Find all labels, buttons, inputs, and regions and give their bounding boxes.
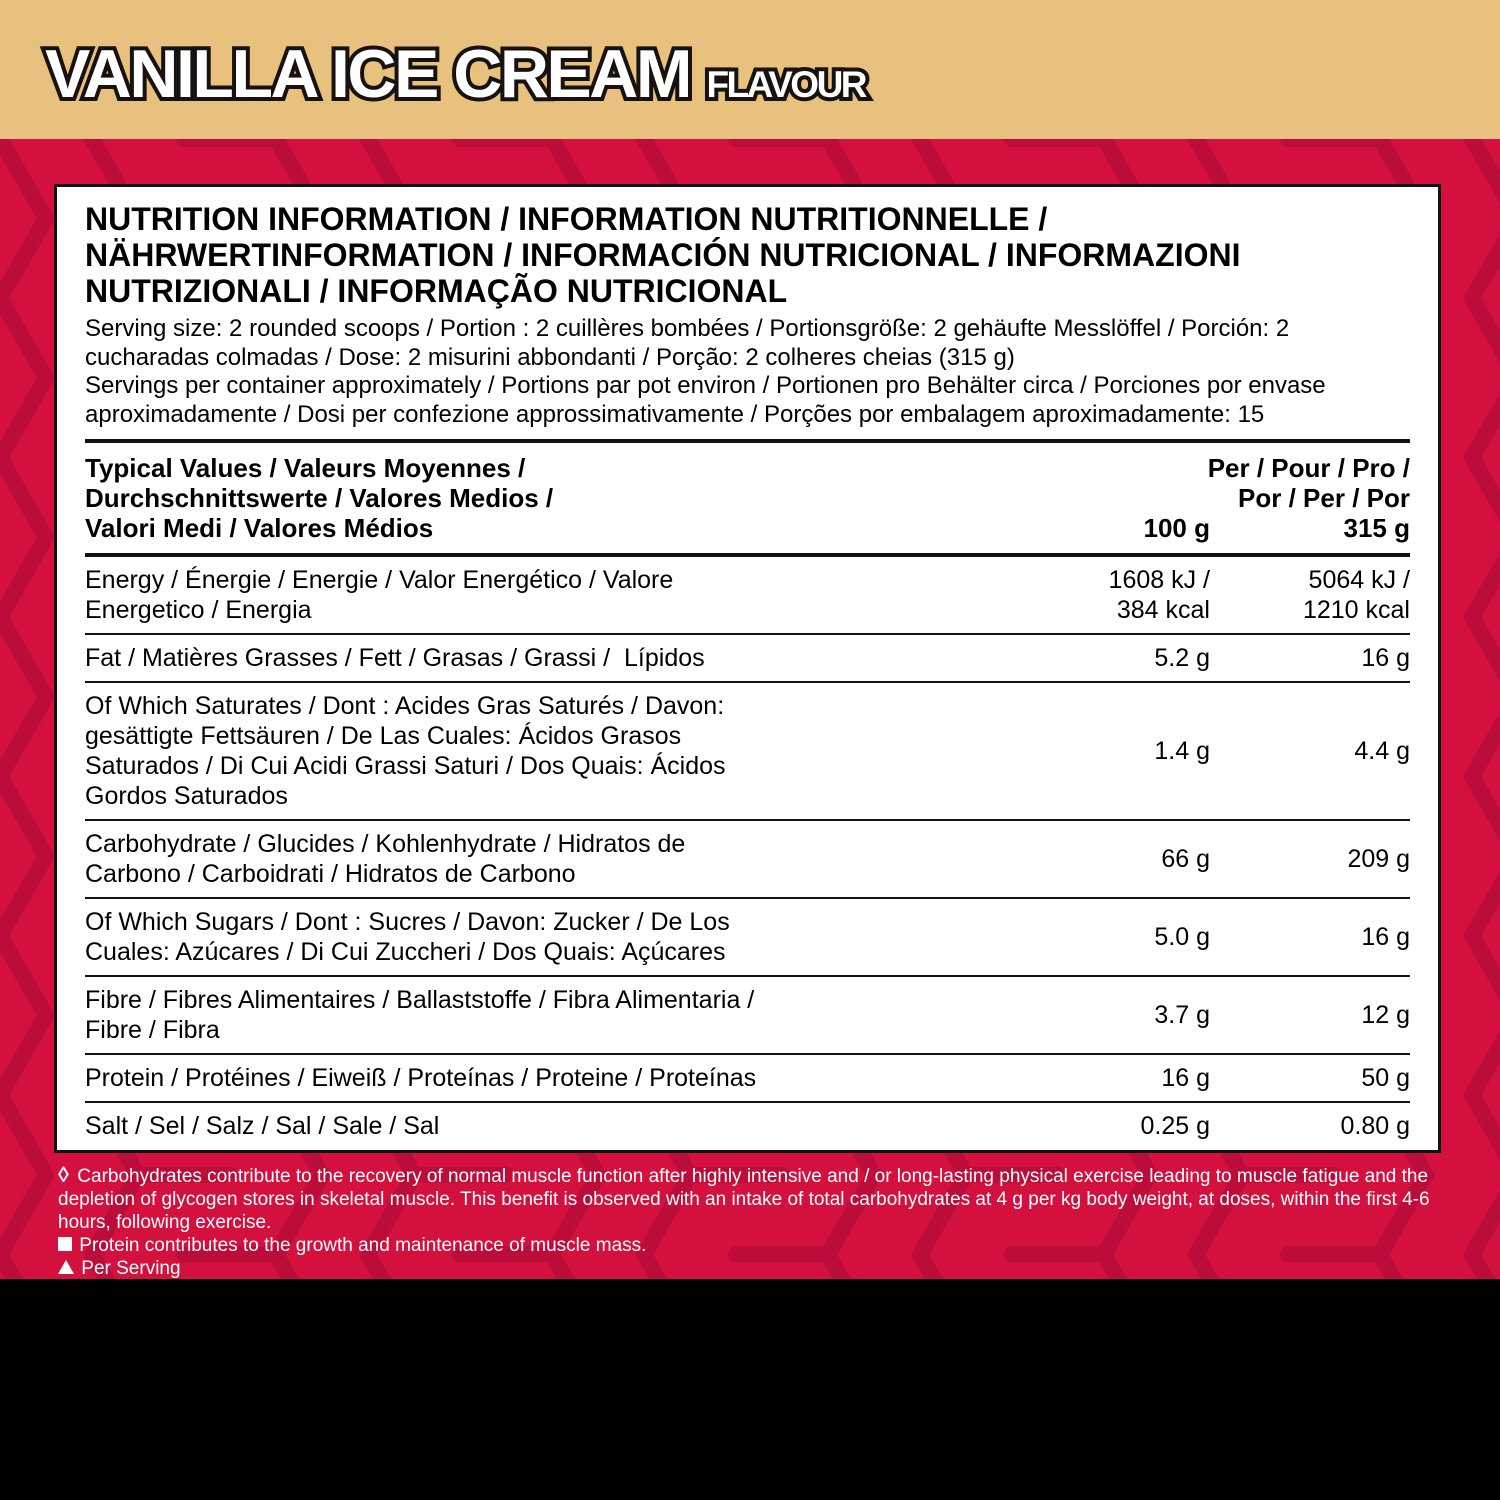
svg-text:VANILLA ICE CREAM FLAVOUR: VANILLA ICE CREAM FLAVOUR <box>45 36 867 112</box>
